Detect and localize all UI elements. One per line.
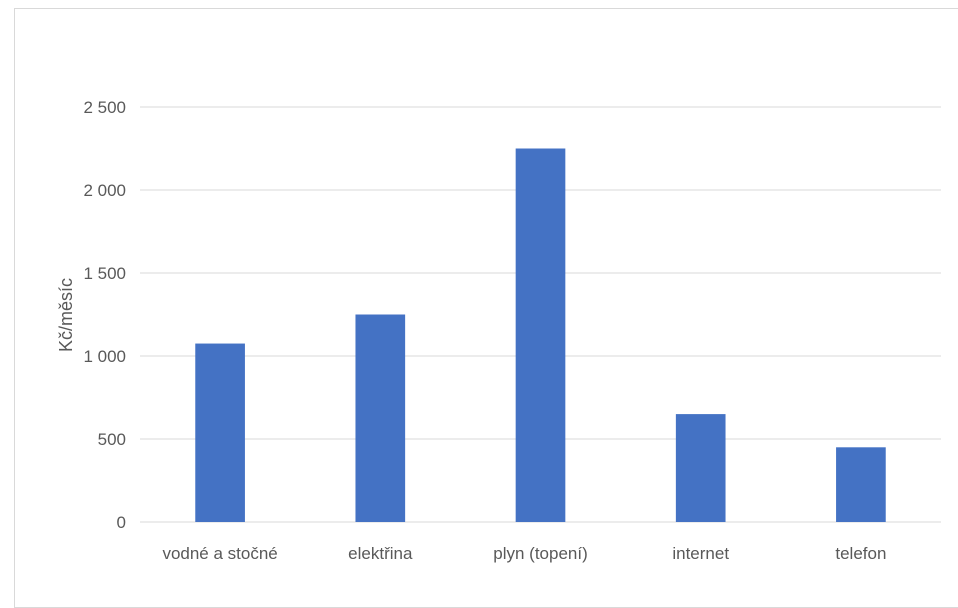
y-tick-labels: 0 500 1 000 1 500 2 000 2 500 bbox=[83, 98, 126, 532]
x-tick-label: vodné a stočné bbox=[162, 544, 277, 563]
y-tick-label: 2 500 bbox=[83, 98, 126, 117]
y-axis-title: Kč/měsíc bbox=[56, 278, 76, 352]
bar bbox=[515, 148, 566, 522]
y-tick-label: 2 000 bbox=[83, 181, 126, 200]
chart-frame bbox=[14, 8, 958, 608]
x-tick-labels: vodné a stočné elektřina plyn (topení) inte… bbox=[162, 544, 886, 563]
x-tick-label: internet bbox=[672, 544, 729, 563]
y-tick-label: 1 000 bbox=[83, 347, 126, 366]
bar bbox=[195, 343, 245, 522]
bar bbox=[836, 447, 886, 522]
x-tick-label: plyn (topení) bbox=[493, 544, 588, 563]
y-tick-label: 0 bbox=[117, 513, 126, 532]
bars bbox=[195, 148, 886, 522]
bar bbox=[675, 414, 726, 522]
x-tick-label: telefon bbox=[835, 544, 886, 563]
x-tick-label: elektřina bbox=[348, 544, 413, 563]
y-tick-label: 500 bbox=[98, 430, 126, 449]
y-tick-label: 1 500 bbox=[83, 264, 126, 283]
bar bbox=[355, 314, 406, 522]
bar-chart: Kč/měsíc 0 500 1 000 1 500 2 000 2 500 vodné … bbox=[56, 98, 941, 563]
